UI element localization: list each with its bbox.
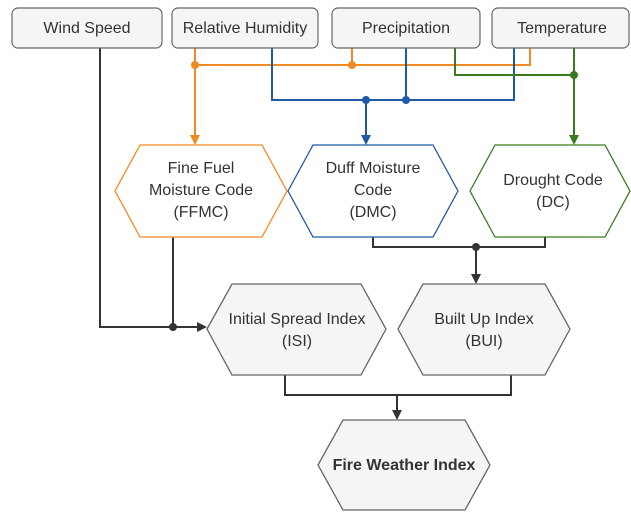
connectors: [99, 48, 578, 418]
node-label: (ISI): [282, 333, 312, 350]
node-label: Fine Fuel: [168, 160, 235, 177]
node-label: (FFMC): [173, 204, 228, 221]
input-box: [331, 7, 481, 49]
junction: [402, 96, 410, 104]
junction: [472, 243, 480, 251]
node-label: Fire Weather Index: [333, 457, 476, 474]
bui-hexagon: [397, 283, 571, 376]
bui-inputs: [372, 237, 546, 282]
node-label: (BUI): [465, 333, 502, 350]
dmc-inputs: [271, 48, 515, 143]
node-label: (DC): [536, 194, 570, 211]
junction: [169, 323, 177, 331]
node-label: Drought Code: [503, 172, 603, 189]
node-label: Initial Spread Index: [229, 311, 366, 328]
code-nodes: Fine Fuel Moisture Code (FFMC) Duff Mois…: [114, 144, 631, 511]
node-label: Temperature: [517, 20, 607, 37]
input-box: [491, 7, 630, 49]
dc-hexagon: [469, 144, 631, 238]
node-label: Duff Moisture: [326, 160, 421, 177]
input-boxes: Wind Speed Relative Humidity Precipitati…: [11, 7, 630, 49]
node-label: Built Up Index: [434, 311, 534, 328]
junction: [348, 61, 356, 69]
junction: [570, 71, 578, 79]
ffmc-hexagon: [114, 144, 288, 238]
junction: [191, 61, 199, 69]
node-label: (DMC): [349, 204, 396, 221]
junction: [362, 96, 370, 104]
fwi-hexagon: [317, 419, 491, 511]
ffmc-inputs: [195, 48, 531, 143]
node-label: Moisture Code: [149, 182, 253, 199]
node-label: Code: [354, 182, 392, 199]
dc-inputs: [454, 48, 574, 143]
input-box: [11, 7, 163, 49]
node-label: Relative Humidity: [183, 20, 307, 37]
input-box: [171, 7, 319, 49]
node-label: Precipitation: [362, 20, 450, 37]
isi-hexagon: [206, 283, 387, 376]
fwi-inputs: [284, 375, 512, 418]
node-label: Wind Speed: [43, 20, 130, 37]
dmc-hexagon: [287, 144, 459, 238]
